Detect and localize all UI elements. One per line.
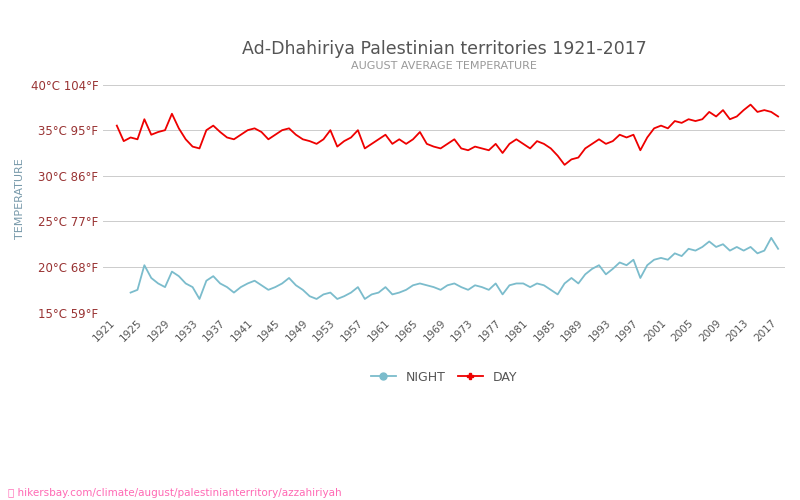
Y-axis label: TEMPERATURE: TEMPERATURE xyxy=(15,158,25,239)
Text: 📍 hikersbay.com/climate/august/palestinianterritory/azzahiriyah: 📍 hikersbay.com/climate/august/palestini… xyxy=(8,488,342,498)
Title: Ad-Dhahiriya Palestinian territories 1921-2017: Ad-Dhahiriya Palestinian territories 192… xyxy=(242,40,646,58)
Text: AUGUST AVERAGE TEMPERATURE: AUGUST AVERAGE TEMPERATURE xyxy=(351,61,537,71)
Legend: NIGHT, DAY: NIGHT, DAY xyxy=(366,366,522,388)
